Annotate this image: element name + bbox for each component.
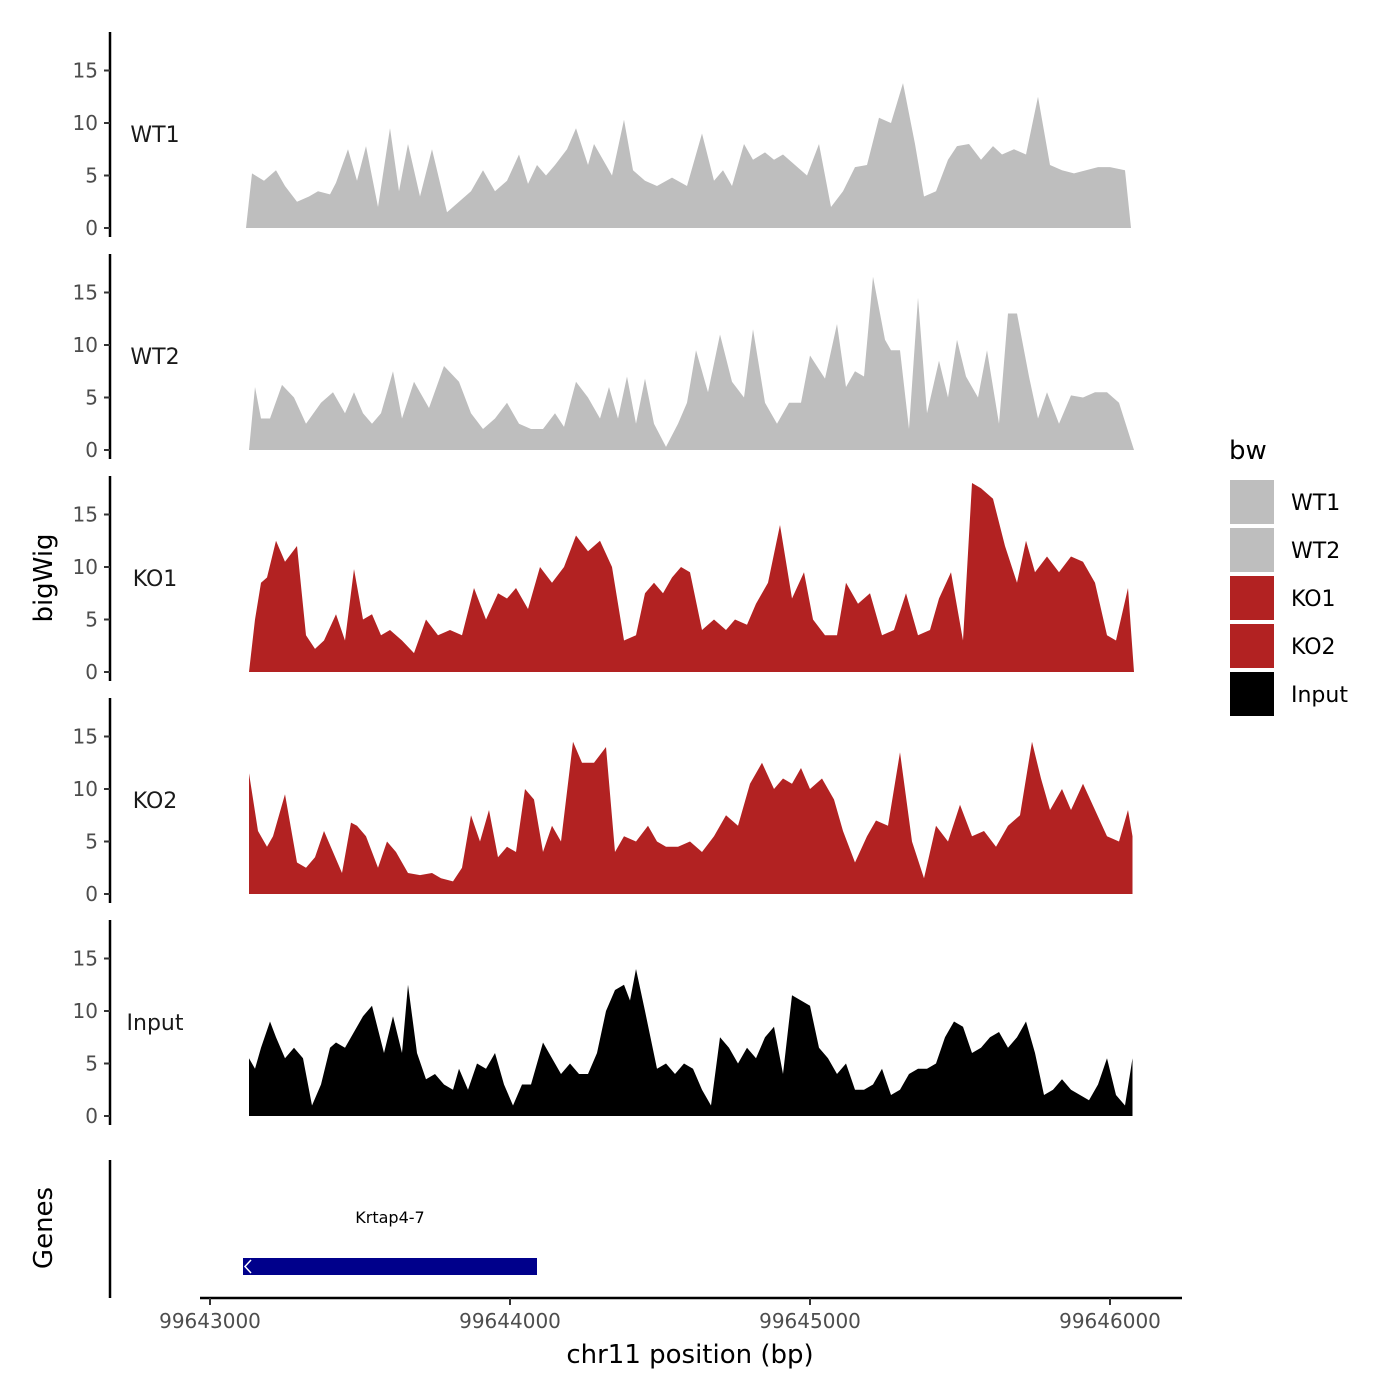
y-tick-label: 15: [73, 503, 98, 527]
x-axis-title: chr11 position (bp): [566, 1340, 813, 1370]
y-tick-label: 15: [73, 59, 98, 83]
legend-label: KO2: [1291, 635, 1336, 660]
x-tick-label: 99644000: [459, 1309, 561, 1333]
y-tick-label: 10: [73, 555, 98, 579]
legend-item-ko1: KO1: [1230, 576, 1336, 620]
track-wt1: 0 5 10 15 WT1: [73, 32, 1131, 240]
tracks: 0 5 10 15 WT1 0 5 10 15 WT2 0 5 10 15 KO1 0 5 10 15 KO2 0 5 10…: [73, 32, 1134, 1128]
y-tick-label: 0: [85, 216, 98, 240]
gene-track: Krtap4-7: [108, 1160, 537, 1298]
legend-label: Input: [1291, 683, 1348, 708]
y-tick-label: 0: [85, 438, 98, 462]
legend-item-wt1: WT1: [1230, 480, 1340, 524]
area-wt1: [246, 83, 1131, 228]
y-tick-label: 10: [73, 777, 98, 801]
legend-swatch: [1230, 480, 1274, 524]
legend-label: WT2: [1291, 539, 1340, 564]
strand-arrow-icon: [243, 1259, 252, 1274]
track-label: WT1: [130, 123, 179, 148]
y-tick-label: 15: [73, 947, 98, 971]
x-tick-label: 99645000: [759, 1309, 861, 1333]
x-tick-label: 99643000: [159, 1309, 261, 1333]
y-tick-label: 5: [85, 830, 98, 854]
legend-title: bw: [1229, 436, 1267, 466]
legend: WT1 WT2 KO1 KO2 Input: [1230, 480, 1348, 716]
gene-label: Krtap4-7: [355, 1208, 424, 1227]
y-tick-label: 5: [85, 164, 98, 188]
area-ko1: [249, 483, 1134, 672]
legend-swatch: [1230, 528, 1274, 572]
track-ko1: 0 5 10 15 KO1: [73, 476, 1134, 684]
gene-body: [243, 1258, 537, 1275]
legend-item-input: Input: [1230, 672, 1348, 716]
y-tick-label: 15: [73, 725, 98, 749]
track-input: 0 5 10 15 Input: [73, 920, 1133, 1128]
legend-swatch: [1230, 576, 1274, 620]
y-tick-label: 0: [85, 660, 98, 684]
genes-axis-title: Genes: [29, 1187, 59, 1269]
y-tick-label: 10: [73, 111, 98, 135]
legend-item-wt2: WT2: [1230, 528, 1340, 572]
track-label: WT2: [130, 345, 179, 370]
y-tick-label: 5: [85, 386, 98, 410]
area-ko2: [249, 741, 1133, 894]
x-axis: 99643000 99644000 99645000 99646000: [159, 1296, 1182, 1333]
area-wt2: [249, 276, 1134, 450]
track-label: KO2: [133, 789, 178, 814]
area-input: [249, 969, 1133, 1116]
y-tick-label: 5: [85, 1052, 98, 1076]
legend-label: KO1: [1291, 587, 1336, 612]
track-label: Input: [127, 1011, 184, 1036]
y-tick-label: 10: [73, 999, 98, 1023]
y-tick-label: 0: [85, 1104, 98, 1128]
track-ko2: 0 5 10 15 KO2: [73, 698, 1133, 906]
y-tick-label: 0: [85, 882, 98, 906]
legend-swatch: [1230, 624, 1274, 668]
x-tick-label: 99646000: [1059, 1309, 1161, 1333]
track-label: KO1: [133, 567, 178, 592]
legend-label: WT1: [1291, 491, 1340, 516]
y-tick-label: 5: [85, 608, 98, 632]
y-tick-label: 10: [73, 333, 98, 357]
track-wt2: 0 5 10 15 WT2: [73, 254, 1134, 462]
legend-item-ko2: KO2: [1230, 624, 1336, 668]
legend-swatch: [1230, 672, 1274, 716]
y-axis-title: bigWig: [29, 533, 59, 622]
y-tick-label: 15: [73, 281, 98, 305]
